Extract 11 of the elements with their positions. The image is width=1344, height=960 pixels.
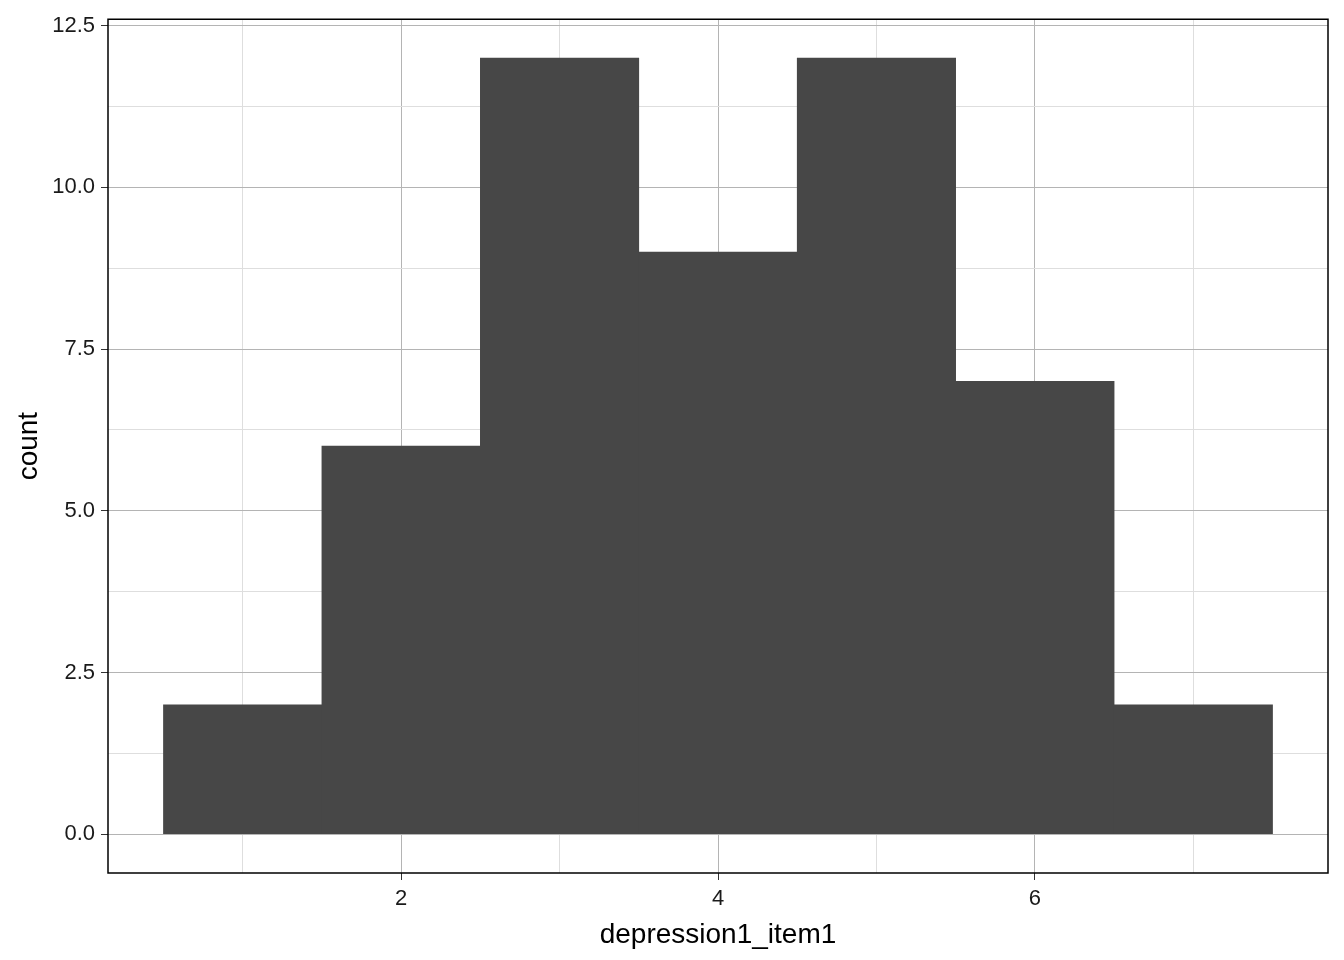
y-tick-label: 12.5 bbox=[52, 11, 95, 37]
y-axis-title: count bbox=[11, 411, 43, 481]
x-tick-label: 2 bbox=[394, 885, 408, 911]
y-tick-label: 5.0 bbox=[64, 496, 95, 522]
x-tick-label: 4 bbox=[711, 885, 725, 911]
y-tick-label: 2.5 bbox=[64, 658, 95, 684]
x-axis-title: depression1_item1 bbox=[599, 917, 837, 949]
y-tick-label: 7.5 bbox=[64, 335, 95, 361]
y-tick-label: 0.0 bbox=[64, 820, 95, 846]
y-tick-label: 10.0 bbox=[52, 173, 95, 199]
x-tick-label: 6 bbox=[1028, 885, 1042, 911]
